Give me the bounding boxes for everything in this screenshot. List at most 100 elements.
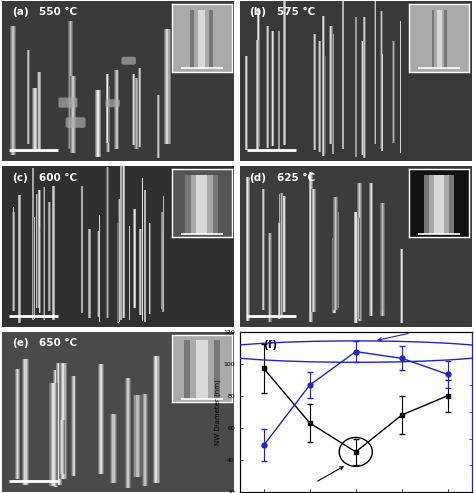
Bar (258, 40, 259, 151)
Bar (381, 223, 382, 316)
Bar (336, 238, 337, 313)
Bar (381, 203, 382, 310)
Bar (117, 70, 118, 149)
Bar (73, 376, 74, 476)
Bar (97, 231, 98, 317)
Bar (147, 394, 148, 486)
Bar (313, 34, 314, 150)
Bar (313, 188, 314, 312)
Bar (22, 359, 23, 485)
Bar (167, 29, 168, 144)
Bar (134, 77, 135, 149)
Bar (319, 41, 320, 152)
Bar (75, 76, 76, 152)
FancyBboxPatch shape (106, 99, 120, 107)
Bar (284, 196, 285, 312)
Bar (279, 194, 280, 311)
Bar (264, 189, 265, 310)
Bar (99, 231, 100, 317)
Bar (336, 197, 337, 310)
Bar (129, 378, 130, 489)
Bar (55, 384, 56, 486)
Text: (a): (a) (12, 7, 28, 17)
Bar (334, 238, 335, 313)
Bar (140, 395, 142, 477)
Bar (384, 223, 385, 316)
Bar (269, 233, 270, 322)
Bar (247, 56, 248, 150)
Bar (51, 384, 52, 486)
Bar (245, 56, 246, 150)
Bar (56, 363, 57, 485)
Bar (97, 90, 98, 157)
Bar (116, 414, 117, 483)
Bar (52, 186, 53, 319)
Bar (338, 211, 339, 308)
Bar (88, 229, 89, 317)
Bar (53, 186, 54, 319)
Bar (64, 420, 65, 474)
Text: 625 °C: 625 °C (277, 173, 315, 183)
Bar (332, 238, 333, 313)
Bar (156, 95, 157, 158)
Bar (107, 74, 108, 143)
Text: (c): (c) (12, 173, 27, 183)
Bar (311, 172, 312, 322)
Bar (331, 26, 332, 144)
Bar (262, 189, 263, 310)
Bar (139, 68, 140, 147)
Bar (74, 376, 75, 476)
Bar (268, 233, 269, 322)
Bar (278, 223, 279, 318)
Bar (89, 229, 90, 317)
Bar (364, 40, 365, 155)
Bar (133, 210, 134, 308)
Bar (359, 182, 360, 321)
Bar (140, 68, 141, 147)
Bar (138, 68, 139, 147)
Bar (155, 356, 156, 483)
Bar (19, 368, 20, 479)
Text: (b): (b) (249, 7, 266, 17)
Bar (355, 211, 356, 323)
Y-axis label: NW Diameter (nm): NW Diameter (nm) (214, 379, 220, 445)
Bar (157, 356, 158, 483)
Bar (70, 21, 71, 148)
Bar (266, 26, 267, 147)
Bar (159, 95, 160, 158)
Bar (311, 188, 312, 312)
Bar (101, 363, 102, 474)
Bar (15, 368, 16, 479)
Bar (256, 40, 257, 151)
Bar (26, 359, 27, 485)
Bar (134, 210, 135, 308)
Bar (156, 356, 157, 483)
Bar (263, 189, 264, 310)
Bar (362, 40, 363, 155)
Bar (157, 95, 158, 158)
Bar (363, 17, 364, 158)
Bar (60, 420, 61, 474)
Bar (115, 414, 116, 483)
Bar (382, 203, 383, 310)
Bar (90, 229, 91, 317)
Bar (382, 223, 383, 316)
Bar (135, 77, 136, 149)
Bar (37, 72, 38, 151)
Bar (354, 211, 355, 323)
Bar (34, 88, 35, 148)
Bar (18, 195, 19, 323)
Bar (56, 384, 58, 486)
Bar (153, 356, 154, 483)
Bar (63, 420, 64, 474)
Bar (363, 40, 364, 155)
Bar (28, 359, 29, 485)
Bar (285, 0, 286, 144)
Bar (283, 196, 284, 312)
Bar (249, 176, 250, 321)
Bar (360, 182, 361, 321)
Bar (257, 40, 258, 151)
Bar (107, 86, 108, 152)
Bar (281, 194, 282, 311)
Bar (111, 414, 112, 483)
